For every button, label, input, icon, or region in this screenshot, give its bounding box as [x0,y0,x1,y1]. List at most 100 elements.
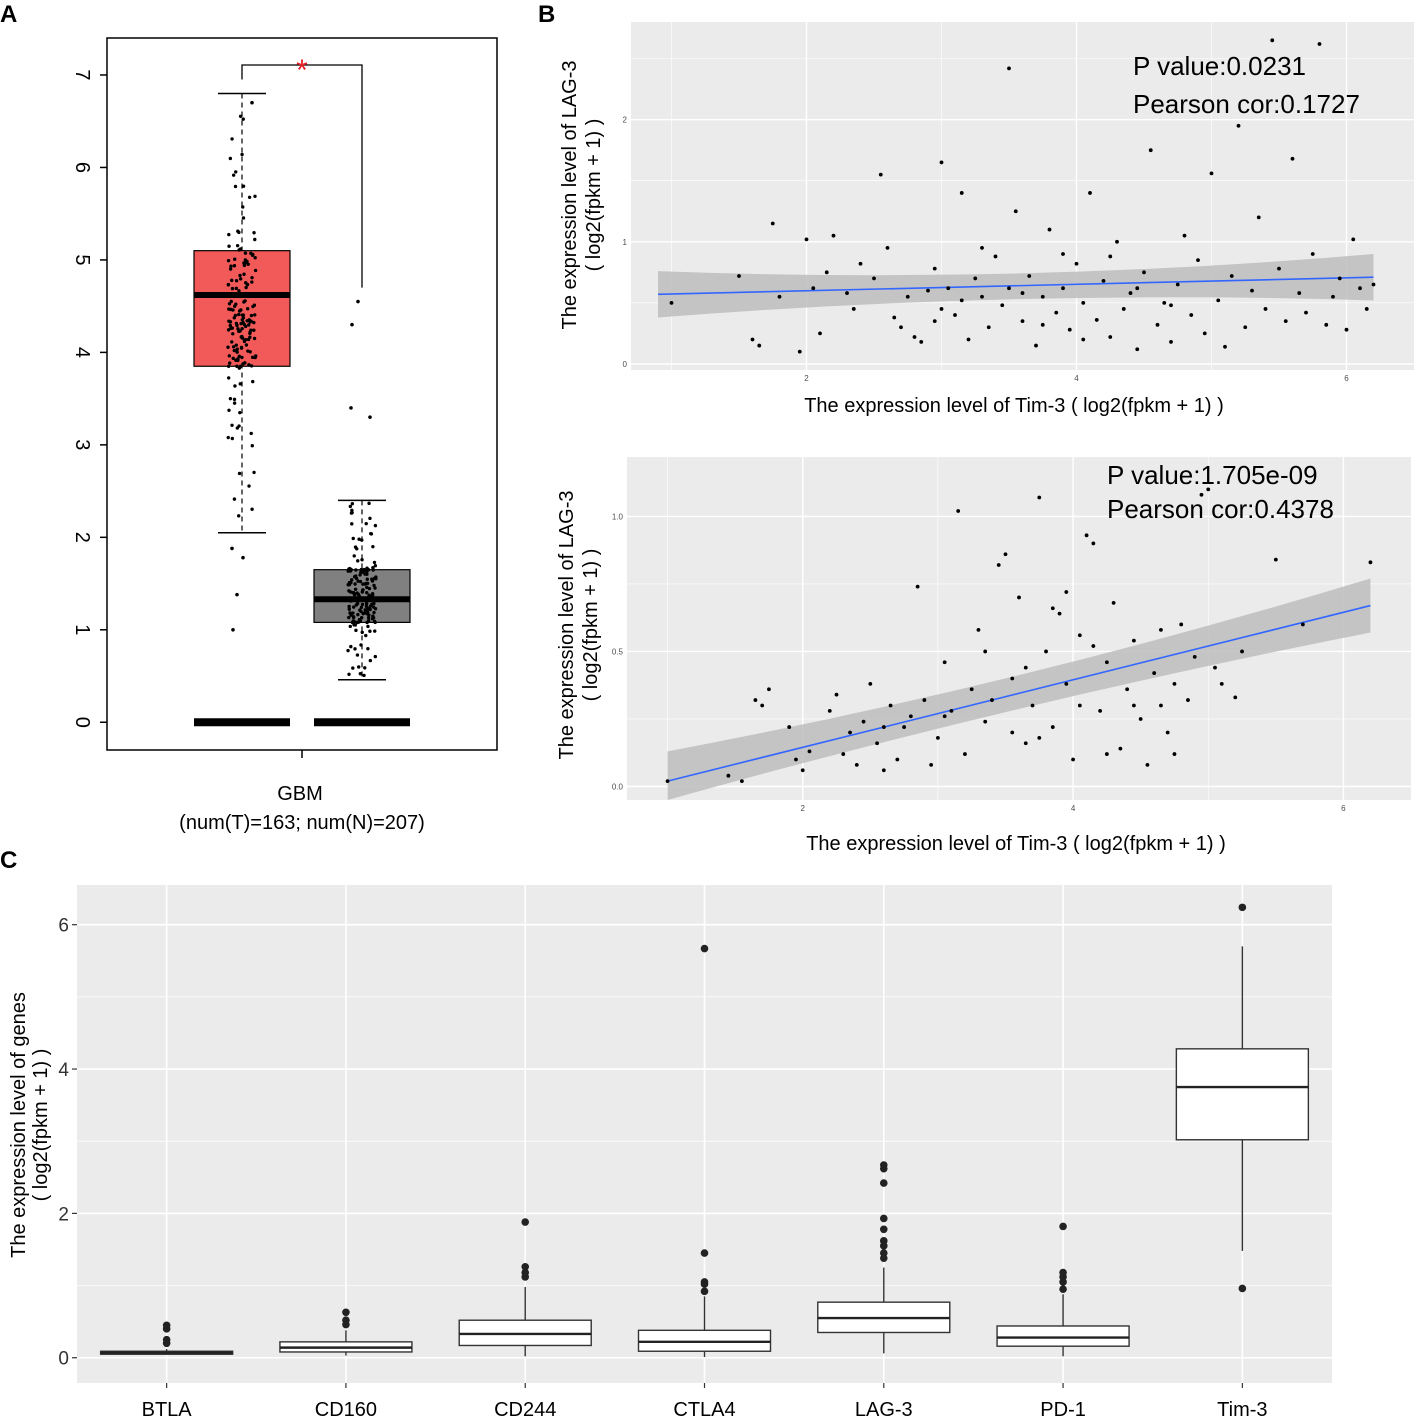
panel-a-normal-point [356,612,360,617]
panel-a-normal-point [367,594,371,599]
panel-a-tumor-point [244,285,248,290]
panel-a-normal-point [368,629,372,633]
panel-b-bottom-point [942,660,947,665]
panel-b-bottom-point [1138,717,1143,721]
panel-b-top-point [1040,322,1045,327]
panel-b-top-point [1243,325,1248,330]
panel-a-normal-zero-bar [314,718,410,727]
panel-a-tumor-point [242,339,247,344]
panel-b-top-point [1202,331,1207,336]
panel-b-bottom-point [1118,746,1123,751]
panel-b-top-point [905,294,910,299]
panel-a-normal-point [350,502,355,506]
panel-a-tumor-point [241,184,246,188]
panel-b-top-xtick-label: 2 [804,374,809,383]
panel-a-normal-point [364,521,368,526]
panel-b-top-point [1155,322,1160,327]
panel-a-normal-point [364,633,368,638]
panel-b-bottom-point [753,698,758,702]
panel-a-normal-point [361,582,365,586]
panel-a-tumor-point [235,347,239,351]
panel-a-tumor-point [239,335,243,339]
panel-a-tumor-point [240,152,244,157]
panel-b-top-point [892,315,897,320]
panel-b-bottom-point [1091,541,1096,546]
panel-b-top-point [1148,148,1153,153]
panel-a-ytick-label: 2 [71,532,93,543]
panel-b-top-point [770,221,775,226]
panel-b-top-ytick-label: 1 [623,238,628,247]
panel-a-tumor-point [231,173,236,177]
panel-b-bottom-point [963,752,967,756]
panel-b-bottom-point [1199,492,1204,497]
panel-a-normal-point [350,508,354,512]
panel-a-normal-point [357,665,361,669]
panel-b-top-point [845,291,849,295]
panel-b-top-pvalue: P value:0.0231 [1133,51,1306,81]
panel-a-normal-point [351,536,355,541]
panel-a-tumor-point [230,436,235,441]
panel-b-bottom-point [739,779,744,783]
panel-b-top-point [1007,66,1011,71]
panel-a-tumor-outlier [231,627,235,632]
panel-b-top-point [1135,286,1140,291]
panel-b-bottom-point [794,757,798,762]
panel-b-bottom-point [787,725,792,729]
panel-a-tumor-outlier [241,555,245,560]
panel-a-normal-point [348,504,353,509]
panel-b-top-xtick-label: 4 [1074,374,1079,383]
panel-b-bottom-point [1368,560,1373,565]
panel-a-normal-point [354,568,358,572]
panel-a-normal-point [371,567,375,572]
panel-a-tumor-point [252,336,257,341]
panel-a-tumor-point [247,195,252,199]
panel-a-tumor-point [240,318,244,322]
panel-b-top-point [1162,300,1167,305]
panel-b-top-point [1229,274,1234,278]
panel-label-c: C [0,847,17,874]
panel-b-top-point [872,276,876,281]
panel-c-lag-3-outlier [879,1237,888,1245]
panel-b-bottom-point [983,719,988,724]
panel-b-bottom-point [922,698,927,702]
panel-a-tumor-point [243,299,247,303]
panel-a-normal-point [360,538,364,542]
panel-a-tumor-point [226,435,230,440]
panel-a-normal-point [374,575,378,579]
panel-b-bottom-point [1098,708,1103,713]
panel-a-sample-counts: (num(T)=163; num(N)=207) [179,812,425,834]
panel-b-top-point [1310,252,1315,256]
panel-a-normal-point [355,601,360,606]
panel-a-normal-point [351,666,355,670]
panel-a-tumor-point [238,293,242,297]
panel-a-tumor-point [240,355,244,360]
panel-b-bottom-point [1104,752,1109,756]
panel-b-bottom-point [848,730,852,735]
panel-c-pd-1-box [996,1325,1130,1347]
panel-a-normal-point [367,586,372,591]
panel-b-top-point [980,294,984,299]
panel-a-tumor-point [228,156,233,161]
panel-a-tumor-point [228,293,232,297]
panel-b-top-point [932,266,937,271]
panel-b-top-point [973,276,978,281]
panel-a-tumor-point [238,114,243,119]
panel-a-ytick-label: 1 [71,624,93,635]
panel-b-bottom-point [1159,703,1163,708]
panel-b-bottom-point [935,735,940,740]
panel-b-top-point [1324,322,1329,327]
panel-b-scatter-bottom: 2 4 6 0.0 0.5 1.0 P value:1.705e-09 Pearson c… [556,457,1411,855]
panel-b-bottom-point [1186,698,1190,702]
panel-b-top-background [631,22,1414,370]
panel-a-normal-point [352,605,356,609]
panel-a-normal-point [349,644,353,649]
panel-a-tumor-point [247,484,251,488]
panel-b-bottom-point [1131,703,1136,708]
panel-a-tumor-point [230,286,235,291]
panel-b-bottom-point [1057,611,1062,616]
panel-b-bottom-point [861,719,866,724]
panel-a-tumor-point [243,361,247,365]
panel-b-bottom-point [800,768,805,773]
panel-a-normal-point [358,618,363,623]
panel-b-bottom-point [1104,660,1109,665]
